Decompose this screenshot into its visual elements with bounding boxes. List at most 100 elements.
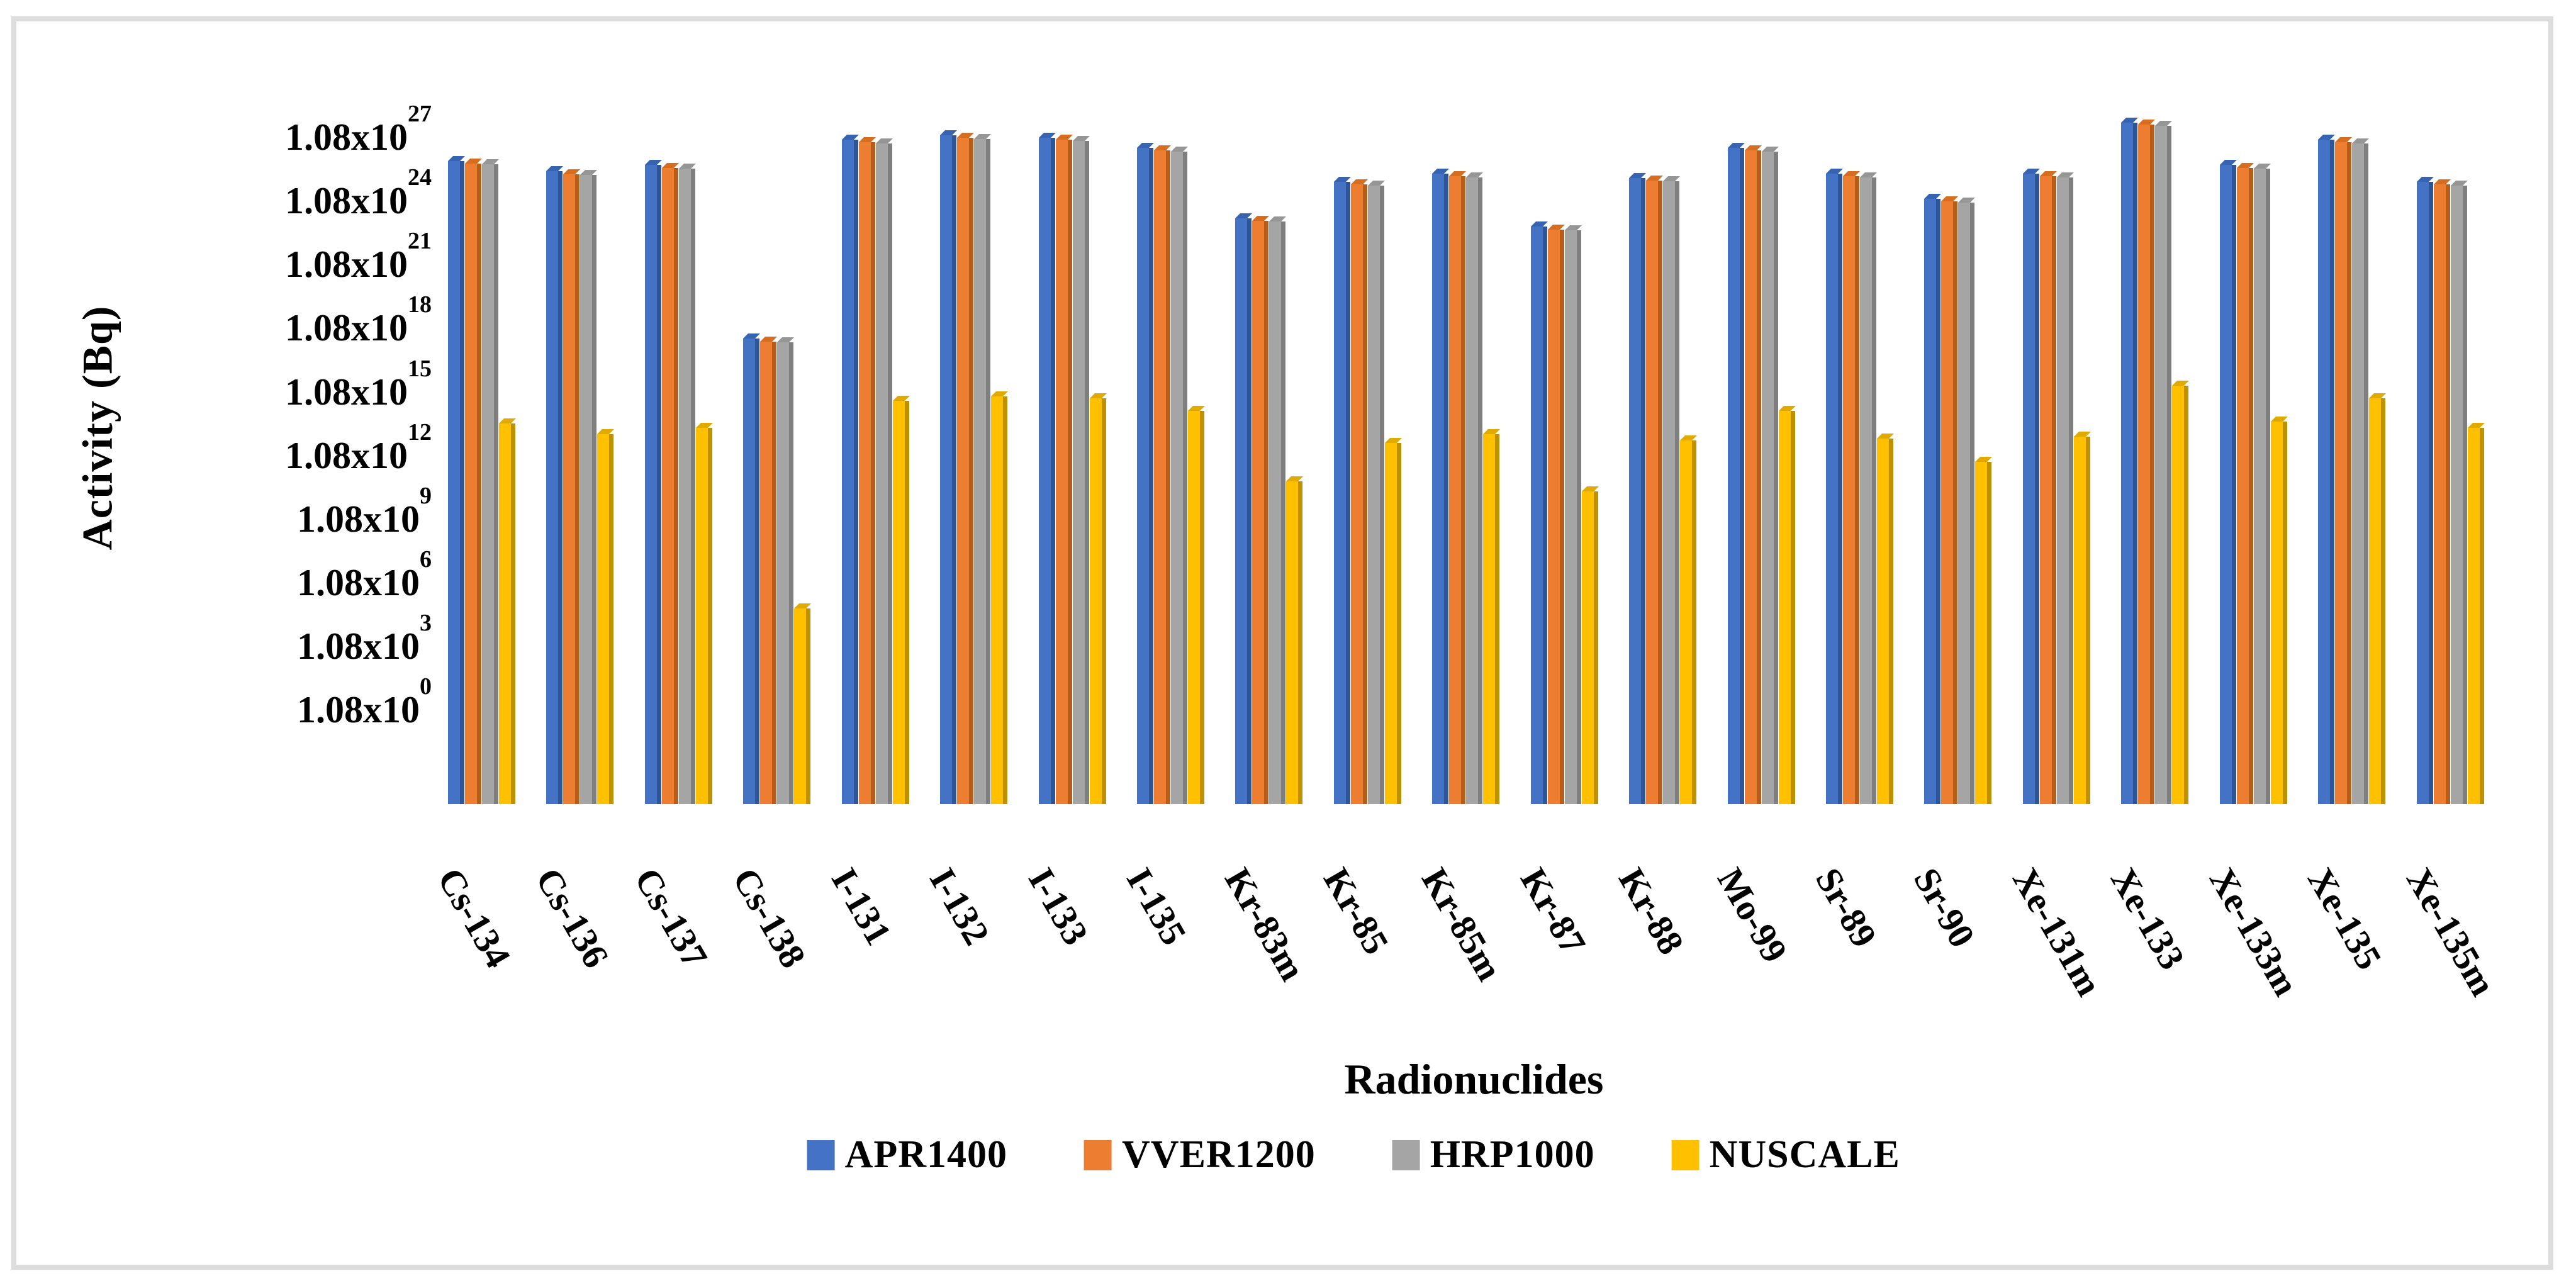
bar-vver1200-mo-99 (1744, 150, 1761, 804)
y-tick-label-1e24: 1.08x1024 (285, 164, 432, 222)
bar-nuscale-kr-83m (1286, 481, 1303, 804)
bar-apr1400-cs-136 (546, 171, 563, 804)
bar-vver1200-sr-90 (1941, 201, 1958, 804)
bar-hrp1000-kr-88 (1663, 181, 1680, 804)
x-axis-tick-labels: Cs-134 Cs-136 Cs-137 Cs-138 I-131 I-132 I-133 I… (0, 0, 2576, 1003)
bar-nuscale-xe-133m (2270, 422, 2287, 804)
bar-hrp1000-xe-133m (2253, 168, 2270, 804)
y-tick-label-1e6: 1.08x106 (297, 546, 432, 603)
bar-hrp1000-cs-136 (580, 175, 597, 804)
bar-nuscale-i-135 (1188, 411, 1204, 804)
legend-swatch-hrp1000 (1392, 1140, 1420, 1170)
bar-vver1200-i-132 (957, 138, 974, 804)
y-tick-label-1e21: 1.08x1021 (285, 228, 432, 286)
bar-apr1400-cs-138 (743, 339, 760, 804)
bar-nuscale-sr-89 (1877, 439, 1893, 804)
y-tick-label-1e18: 1.08x1018 (285, 291, 432, 349)
bar-vver1200-kr-87 (1547, 229, 1564, 804)
bar-vver1200-kr-85m (1449, 176, 1466, 804)
bar-hrp1000-xe-133 (2155, 126, 2172, 804)
bar-nuscale-cs-138 (794, 608, 811, 804)
bar-apr1400-cs-134 (448, 160, 464, 804)
bar-vver1200-i-133 (1055, 140, 1072, 804)
bar-vver1200-kr-83m (1252, 220, 1269, 804)
bar-hrp1000-i-135 (1171, 151, 1187, 804)
bar-apr1400-xe-133 (2121, 122, 2138, 804)
bar-hrp1000-cs-137 (678, 168, 695, 804)
legend-label-nuscale: NUSCALE (1709, 1133, 1900, 1176)
bar-vver1200-kr-85 (1350, 184, 1367, 804)
bar-vver1200-xe-135m (2433, 184, 2450, 804)
legend: APR1400 VVER1200 HRP1000 NUSCALE (807, 1133, 1900, 1177)
y-axis-tick-labels: 1.08x1027 1.08x1024 1.08x1021 1.08x1018 1.08… (0, 0, 432, 881)
y-tick-label-1e0: 1.08x100 (297, 673, 432, 731)
bar-vver1200-sr-89 (1843, 176, 1859, 804)
bar-apr1400-sr-90 (1924, 199, 1941, 804)
bar-nuscale-cs-134 (499, 423, 515, 804)
legend-swatch-vver1200 (1084, 1140, 1112, 1170)
bar-apr1400-kr-85 (1333, 182, 1350, 804)
bar-nuscale-xe-133 (2172, 385, 2189, 804)
bar-apr1400-i-132 (940, 135, 957, 804)
legend-item-apr1400: APR1400 (807, 1133, 1007, 1177)
bar-nuscale-kr-85m (1483, 434, 1500, 804)
bar-vver1200-xe-135 (2335, 142, 2352, 804)
bar-apr1400-xe-135 (2318, 140, 2335, 804)
bar-hrp1000-i-133 (1072, 141, 1089, 804)
bar-nuscale-kr-87 (1581, 491, 1598, 804)
bar-hrp1000-i-131 (875, 143, 892, 804)
bar-apr1400-mo-99 (1727, 148, 1744, 804)
bar-nuscale-i-132 (991, 396, 1008, 804)
bar-hrp1000-xe-131m (2056, 177, 2073, 804)
bar-hrp1000-kr-85 (1367, 186, 1384, 804)
bar-vver1200-cs-134 (465, 163, 481, 804)
bar-vver1200-xe-133 (2138, 125, 2155, 804)
y-tick-label-1e27: 1.08x1027 (285, 101, 432, 159)
bar-hrp1000-xe-135m (2450, 186, 2467, 804)
legend-item-nuscale: NUSCALE (1671, 1133, 1900, 1177)
bar-vver1200-cs-136 (563, 174, 580, 804)
bar-hrp1000-sr-90 (1958, 202, 1975, 804)
bar-apr1400-sr-89 (1826, 173, 1842, 804)
bar-nuscale-xe-135m (2467, 428, 2484, 804)
bar-vver1200-xe-133m (2236, 167, 2253, 804)
bar-vver1200-kr-88 (1646, 180, 1663, 804)
bar-apr1400-xe-135m (2416, 182, 2433, 804)
bar-apr1400-xe-133m (2219, 165, 2236, 804)
y-tick-label-1e15: 1.08x1015 (285, 355, 432, 413)
bar-vver1200-i-131 (858, 142, 875, 804)
x-axis-title: Radionuclides (1344, 1055, 1604, 1103)
y-tick-label-1e9: 1.08x109 (297, 482, 432, 540)
bar-nuscale-kr-88 (1680, 440, 1697, 804)
bar-nuscale-xe-135 (2369, 398, 2386, 804)
bar-hrp1000-sr-89 (1860, 177, 1876, 804)
bar-apr1400-kr-87 (1530, 227, 1547, 804)
bar-apr1400-i-135 (1137, 148, 1153, 804)
bar-vver1200-i-135 (1154, 150, 1170, 804)
bar-nuscale-i-131 (892, 400, 909, 804)
bar-hrp1000-kr-85m (1466, 177, 1483, 804)
bar-nuscale-kr-85 (1384, 442, 1401, 804)
plot-area (0, 0, 2576, 804)
bar-apr1400-kr-88 (1629, 177, 1646, 804)
bar-hrp1000-xe-135 (2352, 143, 2369, 804)
bar-nuscale-sr-90 (1975, 461, 1992, 804)
bar-apr1400-kr-83m (1235, 218, 1252, 804)
figure-border (11, 16, 2553, 1270)
bar-vver1200-cs-137 (661, 167, 678, 804)
bar-nuscale-cs-136 (597, 434, 614, 804)
bar-nuscale-xe-131m (2073, 436, 2090, 804)
legend-item-hrp1000: HRP1000 (1392, 1133, 1595, 1177)
bar-hrp1000-kr-83m (1269, 221, 1286, 804)
bar-hrp1000-cs-138 (777, 342, 794, 804)
legend-label-apr1400: APR1400 (844, 1133, 1008, 1176)
legend-label-vver1200: VVER1200 (1122, 1133, 1316, 1176)
legend-label-hrp1000: HRP1000 (1430, 1133, 1595, 1176)
bar-hrp1000-i-132 (974, 138, 991, 804)
bar-nuscale-cs-137 (695, 428, 712, 804)
bar-apr1400-i-131 (841, 140, 858, 804)
bar-apr1400-cs-137 (644, 165, 661, 804)
y-tick-label-1e12: 1.08x1012 (285, 418, 432, 476)
legend-swatch-apr1400 (807, 1140, 835, 1170)
bar-apr1400-kr-85m (1432, 173, 1449, 804)
